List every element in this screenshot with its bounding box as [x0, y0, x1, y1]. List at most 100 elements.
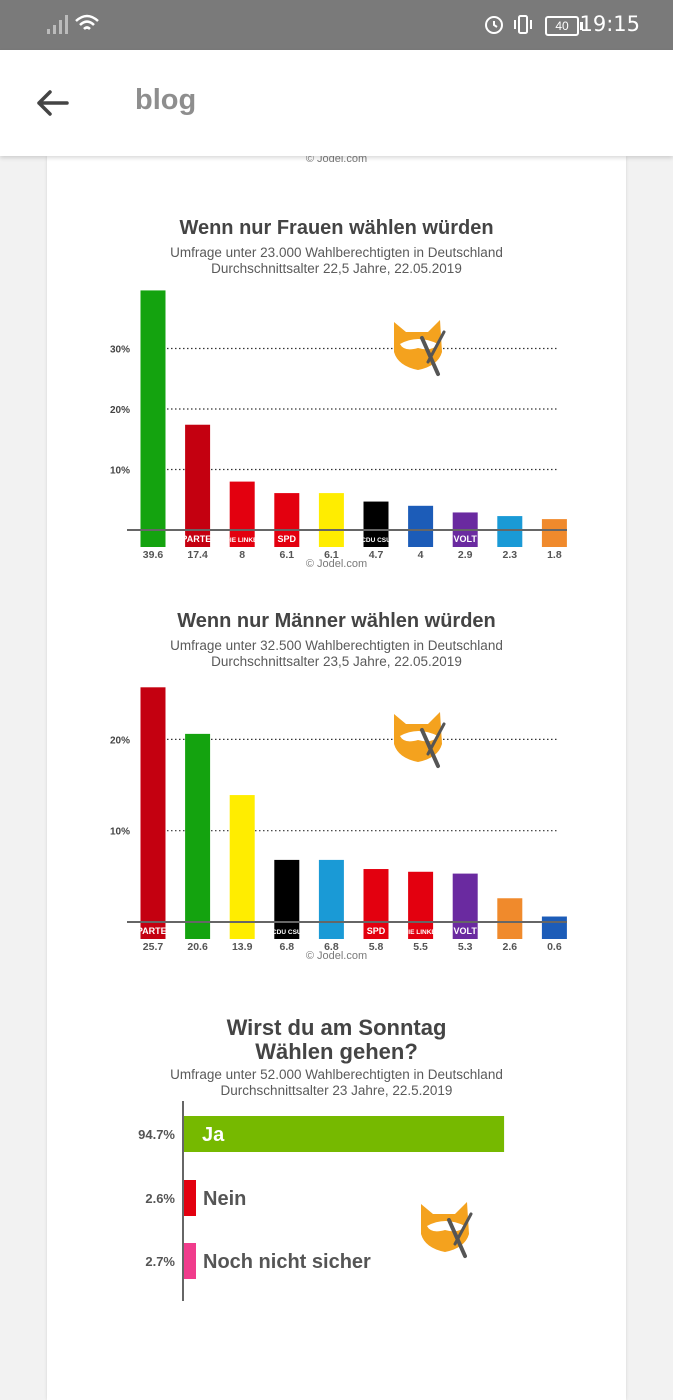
- party-logo-5: [363, 923, 389, 939]
- party-logo-1: [185, 923, 211, 939]
- party-logo-1: [185, 531, 211, 547]
- value-label: 6.8: [324, 941, 339, 953]
- battery-icon: 40: [545, 16, 583, 36]
- hbar-category-label: Noch nicht sicher: [203, 1251, 371, 1273]
- party-logo-text: VOLT: [454, 534, 478, 544]
- bar-3: [274, 493, 300, 530]
- value-label: 5.5: [413, 941, 428, 953]
- party-logo-text: DIE LINKE.: [404, 929, 438, 936]
- party-logo-text: VOLT: [454, 926, 478, 936]
- signal-icon: [47, 15, 68, 34]
- value-label: 13.9: [232, 941, 253, 953]
- value-label: 17.4: [187, 549, 208, 561]
- party-logo-text: CDU CSU: [361, 537, 391, 544]
- value-label: 4: [418, 549, 424, 561]
- hbar-category-label: Nein: [203, 1188, 246, 1210]
- alarm-icon: [485, 16, 503, 34]
- y-tick-label: 30%: [110, 345, 130, 356]
- bar-1: [185, 733, 211, 922]
- bar-7: [452, 873, 478, 922]
- chart3-title-line2: Wählen gehen?: [255, 1039, 418, 1064]
- chart3-subtitle-line1: Umfrage unter 52.000 Wahlberechtigten in…: [170, 1067, 503, 1082]
- jodel-mascot-icon: [394, 320, 446, 376]
- bar-2: [229, 481, 255, 530]
- bar-6: [408, 505, 434, 530]
- party-logo-text: SPD: [278, 534, 297, 544]
- party-logo-5: [363, 531, 389, 547]
- chart3-horizontal-bar-chart: 94.7% Ja 2.6% Nein 2.7% Noch nicht sicher: [138, 1101, 505, 1301]
- blog-content-card: © Jodel.com Wenn nur Frauen wählen würde…: [47, 153, 626, 1400]
- chart2-bar-chart: 10% 20% PARTEI 25.7 20.6 13.9 CDU CSU 6.8 6.8 SPD…: [110, 687, 567, 953]
- y-tick-label: 10%: [110, 827, 130, 838]
- party-logo-text: PARTEI: [181, 534, 213, 544]
- hbar-1: [184, 1180, 196, 1216]
- chart1-subtitle-line1: Umfrage unter 23.000 Wahlberechtigten in…: [170, 245, 503, 260]
- vibrate-icon: [514, 15, 532, 34]
- party-logo-3: [274, 531, 300, 547]
- wifi-icon: [75, 14, 99, 30]
- jodel-mascot-icon: [394, 712, 446, 768]
- party-logo-0: [140, 923, 166, 939]
- party-logo-2: [229, 531, 255, 547]
- bar-5: [363, 501, 389, 530]
- party-logo-9: [541, 531, 567, 547]
- hbar-value-label: 2.6%: [145, 1191, 175, 1206]
- bar-8: [497, 898, 523, 922]
- jodel-mascot-icon: [421, 1202, 473, 1258]
- value-label: 6.8: [279, 941, 294, 953]
- value-label: 20.6: [187, 941, 208, 953]
- chart1-credit: © Jodel.com: [305, 558, 368, 570]
- party-logo-4: [318, 923, 344, 939]
- party-logo-8: [497, 531, 523, 547]
- hbar-2: [184, 1243, 196, 1279]
- bar-0: [140, 687, 166, 922]
- y-tick-label: 10%: [110, 466, 130, 477]
- value-label: 6.1: [324, 549, 339, 561]
- chart2-subtitle-line1: Umfrage unter 32.500 Wahlberechtigten in…: [170, 638, 503, 653]
- clock: 19:15: [579, 12, 640, 36]
- party-logo-4: [318, 531, 344, 547]
- app-bar: blog: [0, 50, 673, 156]
- y-tick-label: 20%: [110, 735, 130, 746]
- value-label: 1.8: [547, 549, 562, 561]
- bar-6: [408, 871, 434, 922]
- party-logo-text: DIE LINKE.: [225, 537, 259, 544]
- hbar-value-label: 2.7%: [145, 1254, 175, 1269]
- party-logo-8: [497, 923, 523, 939]
- bar-4: [318, 859, 344, 922]
- chart1-title: Wenn nur Frauen wählen würden: [179, 217, 494, 239]
- hbar-value-label: 94.7%: [138, 1127, 175, 1142]
- party-logo-7: [452, 923, 478, 939]
- back-arrow-icon[interactable]: [36, 88, 70, 118]
- party-logo-text: CDU CSU: [272, 929, 302, 936]
- value-label: 4.7: [369, 549, 384, 561]
- party-logo-text: SPD: [367, 926, 386, 936]
- chart3-title-line1: Wirst du am Sonntag: [226, 1015, 447, 1040]
- chart1-bar-chart: 10% 20% 30% 39.6 PARTEI 17.4 DIE LINKE. 8 SPD 6.1…: [110, 290, 567, 561]
- chart2-credit: © Jodel.com: [305, 950, 368, 962]
- value-label: 5.3: [458, 941, 473, 953]
- hbar-category-label: Ja: [202, 1124, 225, 1146]
- page-title: blog: [135, 84, 197, 116]
- bar-3: [274, 859, 300, 922]
- party-logo-text: PARTEI: [137, 926, 169, 936]
- party-logo-2: [229, 923, 255, 939]
- party-logo-6: [408, 923, 434, 939]
- value-label: 25.7: [143, 941, 164, 953]
- chart2-title: Wenn nur Männer wählen würden: [177, 610, 496, 632]
- party-logo-7: [452, 531, 478, 547]
- value-label: 6.1: [279, 549, 294, 561]
- bar-4: [318, 493, 344, 530]
- bar-2: [229, 795, 255, 922]
- bar-9: [541, 519, 567, 530]
- bar-1: [185, 424, 211, 530]
- y-tick-label: 20%: [110, 405, 130, 416]
- chart3-subtitle-line2: Durchschnittsalter 23 Jahre, 22.5.2019: [220, 1083, 453, 1098]
- value-label: 2.9: [458, 549, 473, 561]
- party-logo-6: [408, 531, 434, 547]
- party-logo-9: [541, 923, 567, 939]
- bar-7: [452, 512, 478, 530]
- bar-0: [140, 290, 166, 530]
- value-label: 2.3: [502, 549, 517, 561]
- value-label: 8: [239, 549, 245, 561]
